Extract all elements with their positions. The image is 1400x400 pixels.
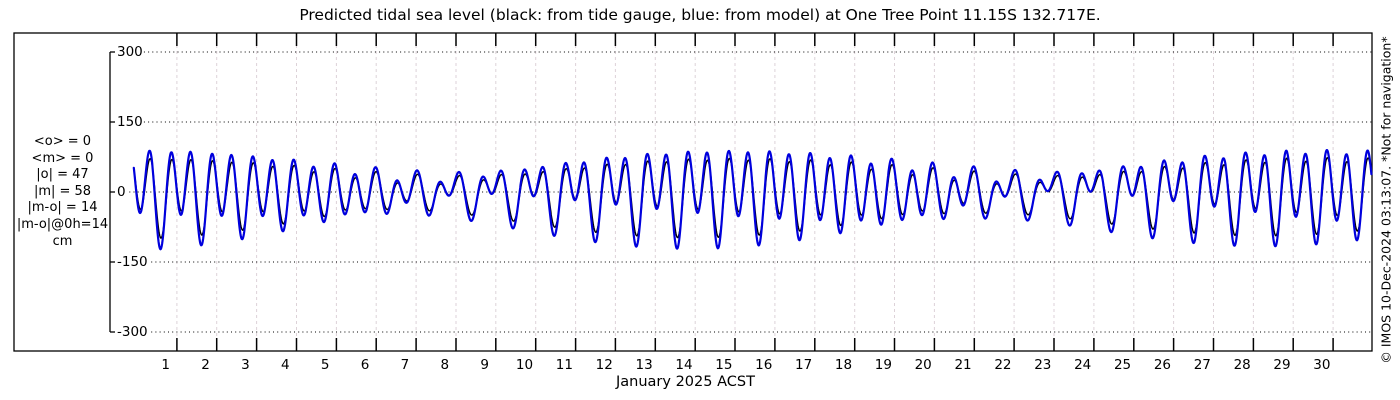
chart-title: Predicted tidal sea level (black: from t… <box>299 6 1101 24</box>
x-tick-label-day-11: 11 <box>555 357 573 373</box>
x-tick-label-day-9: 9 <box>480 357 489 373</box>
x-tick-label-day-5: 5 <box>320 357 330 373</box>
x-tick-label-day-24: 24 <box>1074 357 1092 373</box>
x-tick-label-day-23: 23 <box>1034 357 1052 373</box>
x-tick-label-day-4: 4 <box>280 357 290 373</box>
x-tick-label-day-18: 18 <box>834 357 853 373</box>
y-tick-label-150: 150 <box>117 113 143 130</box>
copyright-note: © IMOS 10-Dec-2024 03:13:07. *Not for na… <box>1378 36 1394 364</box>
figure-frame <box>13 32 1373 352</box>
x-tick-label-day-27: 27 <box>1193 357 1211 373</box>
stats-panel: <o> = 0 <m> = 0 |o| = 47 |m| = 58 |m-o| … <box>14 134 111 250</box>
y-tick-label--300: -300 <box>117 323 148 340</box>
y-tick-label-0: 0 <box>117 183 126 200</box>
x-tick-label-day-20: 20 <box>914 357 932 373</box>
x-tick-label-day-30: 30 <box>1313 357 1331 373</box>
x-tick-label-day-3: 3 <box>241 357 250 373</box>
x-tick-label-day-14: 14 <box>675 357 693 373</box>
x-tick-label-day-6: 6 <box>360 357 370 373</box>
x-tick-label-day-10: 10 <box>515 357 534 373</box>
y-tick-label--150: -150 <box>117 253 148 270</box>
x-tick-label-day-19: 19 <box>874 357 892 373</box>
y-tick-label-300: 300 <box>117 43 143 60</box>
x-tick-label-day-21: 21 <box>954 357 972 373</box>
x-tick-label-day-2: 2 <box>201 357 210 373</box>
x-tick-label-day-28: 28 <box>1233 357 1251 373</box>
x-tick-label-day-25: 25 <box>1113 357 1132 373</box>
x-tick-label-day-7: 7 <box>400 357 410 373</box>
x-axis-title: January 2025 ACST <box>616 374 755 390</box>
x-tick-label-day-16: 16 <box>755 357 773 373</box>
x-tick-label-day-22: 22 <box>994 357 1012 373</box>
stat-abs-obs: |o| = 47 <box>36 167 89 183</box>
stat-abs-diff: |m-o| = 14 <box>27 200 98 216</box>
x-tick-label-day-8: 8 <box>440 357 450 373</box>
x-tick-label-day-26: 26 <box>1153 357 1171 373</box>
stat-unit: cm <box>52 233 73 249</box>
stat-mean-obs: <o> = 0 <box>33 134 92 149</box>
x-tick-label-day-29: 29 <box>1273 357 1291 373</box>
stat-abs-model: |m| = 58 <box>33 183 92 199</box>
x-tick-label-day-17: 17 <box>794 357 813 373</box>
x-tick-label-day-12: 12 <box>595 357 613 373</box>
x-tick-label-day-15: 15 <box>715 357 733 373</box>
x-tick-label-day-1: 1 <box>161 357 170 373</box>
x-tick-label-day-13: 13 <box>635 357 653 373</box>
stat-mean-model: <m> = 0 <box>31 150 94 166</box>
series-model <box>132 149 1373 251</box>
stat-abs-diff-0h: |m-o|@0h=14 <box>16 216 109 232</box>
